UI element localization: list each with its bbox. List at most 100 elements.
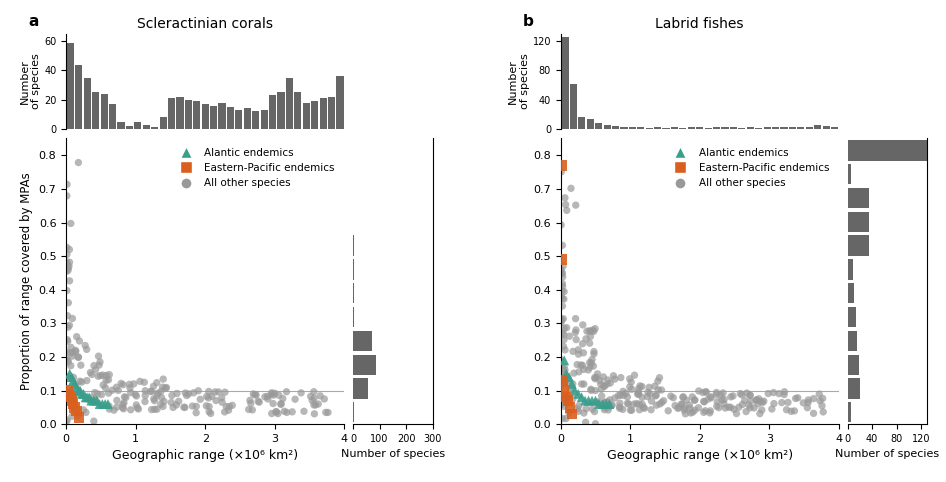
All other species (554, 270, 569, 278)
All other species (158, 384, 173, 392)
All other species (679, 396, 694, 404)
All other species (241, 406, 256, 414)
All other species (60, 251, 75, 258)
All other species (137, 392, 152, 400)
All other species (71, 353, 86, 361)
Legend: Alantic endemics, Eastern-Pacific endemics, All other species: Alantic endemics, Eastern-Pacific endemi… (666, 144, 833, 192)
All other species (115, 381, 131, 388)
All other species (787, 407, 802, 415)
All other species (571, 350, 587, 358)
All other species (556, 288, 571, 295)
All other species (599, 399, 614, 406)
All other species (79, 409, 94, 416)
All other species (164, 399, 179, 406)
All other species (616, 388, 631, 395)
Eastern-Pacific endemics (554, 255, 569, 263)
All other species (101, 376, 116, 384)
All other species (582, 327, 597, 335)
All other species (651, 386, 666, 394)
All other species (61, 299, 76, 307)
Bar (696, 128, 703, 129)
All other species (570, 407, 586, 415)
All other species (575, 340, 590, 348)
All other species (553, 221, 569, 229)
All other species (65, 395, 80, 403)
Bar (746, 128, 754, 129)
All other species (63, 344, 79, 351)
All other species (559, 380, 574, 388)
Alantic endemics (74, 390, 89, 398)
All other species (184, 402, 200, 410)
Alantic endemics (591, 400, 606, 408)
Bar (76, 65, 82, 129)
All other species (764, 405, 780, 413)
All other species (561, 375, 576, 382)
All other species (60, 287, 75, 295)
All other species (61, 390, 76, 398)
All other species (168, 401, 184, 409)
All other species (60, 243, 75, 251)
All other species (61, 321, 77, 329)
All other species (555, 273, 570, 281)
All other species (554, 302, 569, 310)
All other species (623, 378, 639, 386)
All other species (279, 409, 294, 416)
All other species (553, 319, 569, 327)
All other species (674, 400, 690, 408)
Bar (662, 128, 670, 129)
All other species (815, 395, 831, 402)
All other species (60, 373, 75, 381)
All other species (562, 333, 577, 340)
All other species (699, 388, 714, 396)
All other species (96, 381, 111, 389)
All other species (102, 405, 117, 413)
All other species (742, 401, 757, 409)
All other species (243, 400, 258, 407)
All other species (59, 258, 74, 266)
All other species (62, 375, 78, 382)
Bar (184, 100, 192, 129)
All other species (626, 400, 641, 408)
All other species (717, 396, 732, 403)
Bar (353, 378, 368, 399)
All other species (555, 364, 570, 372)
Alantic endemics (79, 393, 95, 401)
All other species (118, 393, 133, 401)
All other species (579, 405, 594, 413)
All other species (86, 417, 101, 425)
All other species (612, 404, 627, 412)
All other species (685, 408, 700, 416)
Bar (848, 164, 850, 184)
Alantic endemics (581, 397, 596, 404)
Bar (67, 42, 74, 129)
All other species (578, 335, 593, 343)
All other species (105, 387, 120, 394)
Eastern-Pacific endemics (61, 390, 77, 398)
All other species (558, 377, 573, 385)
Bar (848, 331, 857, 351)
All other species (203, 410, 219, 417)
All other species (586, 362, 601, 370)
All other species (612, 399, 627, 407)
All other species (131, 405, 146, 413)
Alantic endemics (562, 373, 577, 381)
All other species (581, 366, 596, 374)
All other species (59, 268, 74, 275)
All other species (656, 397, 671, 404)
All other species (711, 404, 727, 412)
All other species (815, 408, 831, 416)
All other species (66, 392, 81, 400)
All other species (305, 397, 320, 404)
All other species (641, 384, 657, 391)
All other species (754, 406, 769, 414)
All other species (585, 405, 600, 413)
All other species (106, 406, 121, 414)
All other species (568, 329, 583, 336)
All other species (101, 389, 116, 397)
Bar (320, 98, 326, 129)
Bar (780, 127, 788, 129)
Alantic endemics (76, 390, 91, 398)
Bar (705, 128, 711, 129)
All other species (569, 326, 584, 334)
Bar (303, 103, 310, 129)
